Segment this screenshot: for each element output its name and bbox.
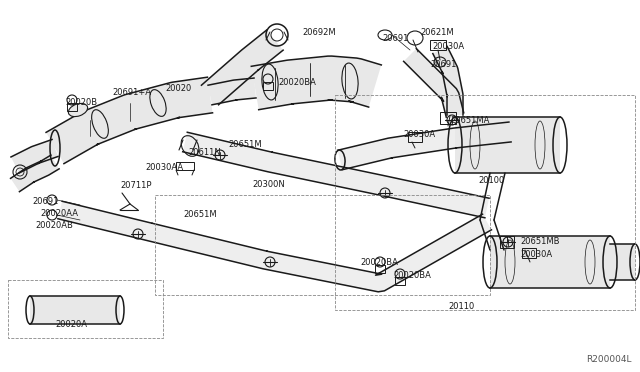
Text: 20100: 20100 xyxy=(478,176,504,185)
Polygon shape xyxy=(610,244,635,280)
Text: 20300N: 20300N xyxy=(252,180,285,189)
Bar xyxy=(408,132,422,142)
Text: 20691+A: 20691+A xyxy=(112,88,151,97)
Bar xyxy=(263,82,273,90)
Polygon shape xyxy=(58,201,492,292)
Polygon shape xyxy=(208,78,256,105)
Text: 20020: 20020 xyxy=(165,84,191,93)
Text: 20020BA: 20020BA xyxy=(278,78,316,87)
Polygon shape xyxy=(455,117,560,173)
Text: 20691: 20691 xyxy=(430,60,456,69)
Bar xyxy=(522,248,536,258)
Text: 20020AA: 20020AA xyxy=(40,209,78,218)
Polygon shape xyxy=(338,122,511,170)
Text: 20691: 20691 xyxy=(32,197,58,206)
Ellipse shape xyxy=(68,103,88,116)
Bar xyxy=(67,103,77,111)
Polygon shape xyxy=(11,155,59,192)
Polygon shape xyxy=(11,140,58,173)
Text: 20020B: 20020B xyxy=(65,98,97,107)
Text: 20711P: 20711P xyxy=(120,181,152,190)
Bar xyxy=(440,112,456,124)
Text: 20020AB: 20020AB xyxy=(35,221,73,230)
Polygon shape xyxy=(46,77,212,164)
Polygon shape xyxy=(433,46,463,115)
Bar xyxy=(395,277,405,285)
Bar xyxy=(335,95,635,310)
Text: 20030A: 20030A xyxy=(520,250,552,259)
Text: 20651MA: 20651MA xyxy=(450,116,490,125)
Text: 20651MB: 20651MB xyxy=(520,237,559,246)
Bar xyxy=(430,40,446,50)
Text: 20030A: 20030A xyxy=(432,42,464,51)
Text: 20651M: 20651M xyxy=(228,140,262,149)
Text: 20621M: 20621M xyxy=(420,28,454,37)
Text: 20020BA: 20020BA xyxy=(360,258,398,267)
Bar xyxy=(500,236,514,248)
Polygon shape xyxy=(182,132,489,218)
Bar xyxy=(8,280,163,338)
Polygon shape xyxy=(490,236,610,288)
Text: 20110: 20110 xyxy=(448,302,474,311)
Polygon shape xyxy=(202,30,283,105)
Bar xyxy=(375,265,385,273)
Bar xyxy=(176,162,194,170)
Polygon shape xyxy=(30,296,120,324)
Bar xyxy=(155,195,490,295)
Text: 20030AA: 20030AA xyxy=(145,163,183,172)
Polygon shape xyxy=(252,56,381,110)
Text: 20030A: 20030A xyxy=(403,130,435,139)
Text: 20020A: 20020A xyxy=(55,320,87,329)
Text: 20651M: 20651M xyxy=(183,210,216,219)
Text: 20692M: 20692M xyxy=(302,28,335,37)
Text: R200004L: R200004L xyxy=(586,355,632,364)
Text: 20611N: 20611N xyxy=(188,148,221,157)
Text: 20691: 20691 xyxy=(382,34,408,43)
Text: 20020BA: 20020BA xyxy=(393,271,431,280)
Polygon shape xyxy=(404,49,464,117)
